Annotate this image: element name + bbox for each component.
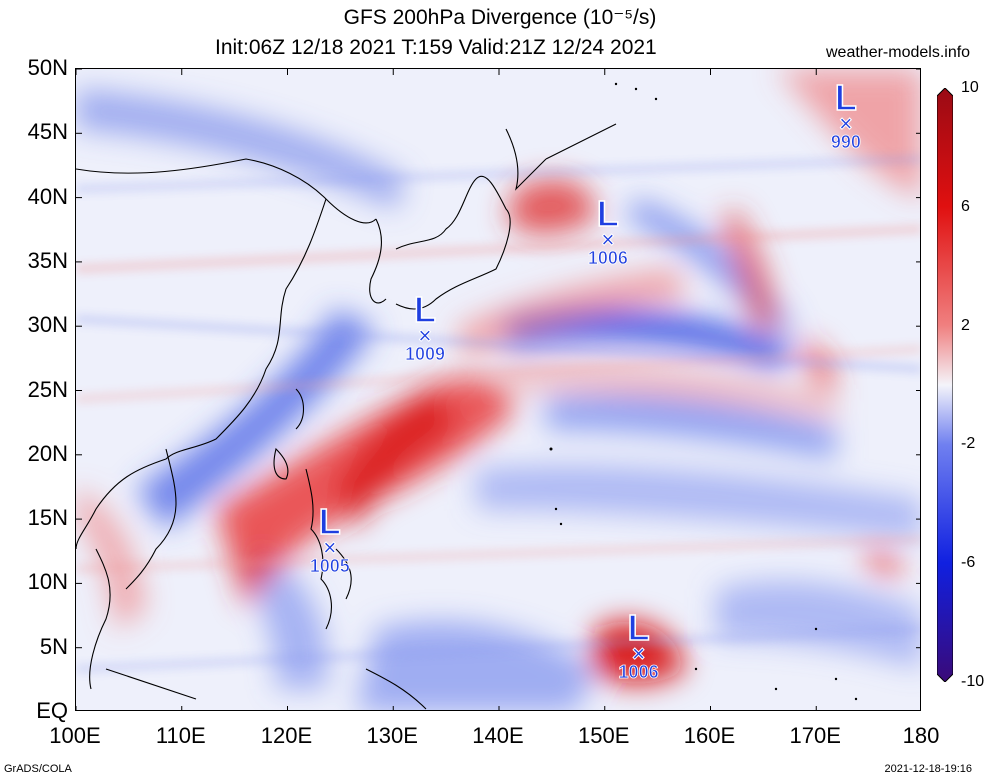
low-pressure-value: 1005 [309, 556, 350, 577]
lat-label: 50N [27, 55, 68, 80]
colorbar-label: 10 [961, 79, 979, 96]
lon-label: 150E [578, 723, 630, 748]
low-center-mark: × [323, 535, 337, 561]
low-symbol: L [596, 192, 620, 234]
divergence-field [76, 69, 920, 710]
lat-label: 20N [27, 440, 68, 466]
chart-title: GFS 200hPa Divergence (10⁻⁵/s) [343, 6, 657, 29]
lat-label: 45N [27, 119, 68, 145]
lon-label: 100E [49, 723, 101, 748]
colorbar-label: -10 [961, 673, 985, 690]
lat-label: 15N [27, 505, 68, 531]
low-pressure-value: 1006 [587, 247, 628, 268]
low-symbol: L [413, 289, 437, 331]
lon-label: 140E [472, 723, 524, 748]
colorbar-label: -2 [961, 435, 976, 453]
low-center-mark: × [632, 640, 646, 666]
low-symbol: L [318, 501, 342, 543]
low-pressure-marker: L × 1006 [609, 606, 669, 682]
source-site: weather-models.info [826, 44, 971, 61]
lat-label: 25N [27, 376, 68, 402]
lon-label: 120E [260, 723, 313, 748]
colorbar-label: -6 [961, 554, 976, 572]
low-center-mark: × [601, 226, 615, 252]
colorbar-label: 2 [961, 316, 970, 334]
lat-label: 40N [27, 183, 68, 209]
footer-right: 2021-12-18-19:16 [884, 763, 972, 775]
colorbar-label: 6 [961, 197, 970, 215]
lat-label: 10N [27, 569, 68, 595]
chart-subtitle: Init:06Z 12/18 2021 T:159 Valid:21Z 12/2… [215, 36, 657, 59]
low-center-mark: × [418, 323, 432, 349]
divergence-map: L × 990 L × 1006 L × 1009 L × 1005 L × 1006 [75, 68, 921, 711]
low-pressure-marker: L × 990 [816, 76, 876, 152]
lon-label: 110E [155, 723, 206, 748]
low-symbol: L [834, 76, 858, 118]
coastlines [76, 123, 617, 710]
low-center-mark: × [839, 110, 853, 136]
low-pressure-value: 1009 [404, 344, 446, 365]
lat-label: EQ [36, 698, 68, 723]
lon-label: 170E [789, 723, 841, 748]
footer-left: GrADS/COLA [4, 763, 72, 775]
lon-label: 180 [902, 723, 940, 748]
low-pressure-marker: L × 1009 [395, 289, 455, 365]
lat-label: 5N [39, 633, 68, 659]
lon-label: 160E [683, 723, 736, 748]
low-pressure-marker: L × 1005 [300, 501, 360, 577]
lat-label: 35N [27, 247, 68, 273]
lon-label: 130E [366, 723, 418, 748]
low-pressure-marker: L × 1006 [578, 192, 638, 268]
low-pressure-value: 990 [830, 131, 861, 152]
lat-label: 30N [27, 312, 68, 338]
low-pressure-value: 1006 [618, 661, 659, 682]
colorbar [937, 88, 953, 682]
low-symbol: L [627, 606, 651, 648]
